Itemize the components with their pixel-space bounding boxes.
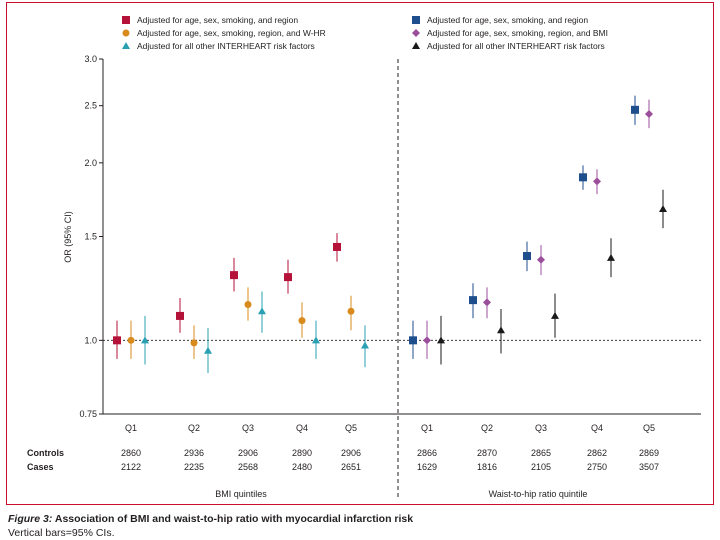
data-point-triangle	[141, 336, 149, 344]
y-axis-label: OR (95% CI)	[63, 211, 73, 263]
controls-value: 2936	[184, 448, 204, 458]
cases-value: 2235	[184, 462, 204, 472]
data-point-triangle	[361, 341, 369, 349]
data-point-square	[176, 311, 184, 320]
legend-marker-diamond	[412, 29, 420, 37]
data-point-triangle	[607, 253, 615, 261]
legend-label: Adjusted for age, sex, smoking, region, …	[427, 28, 608, 38]
data-point-diamond	[423, 336, 431, 345]
chart: 0.75 1.0 1.5 2.0 2.5 3.0 OR (95% CI) Adjusted f…	[27, 15, 701, 499]
legend-marker-circle	[122, 29, 130, 37]
x-axis-label: Waist-to-hip ratio quintile	[489, 489, 588, 499]
cases-value: 2651	[341, 462, 361, 472]
y-tick-label: 1.5	[84, 232, 97, 242]
x-tick-label: Q1	[421, 423, 433, 433]
data-point-triangle	[659, 205, 667, 213]
cases-value: 2480	[292, 462, 312, 472]
cases-value: 2568	[238, 462, 258, 472]
data-point-triangle	[437, 336, 445, 344]
x-axis-label: BMI quintiles	[215, 489, 267, 499]
x-tick-label: Q2	[188, 423, 200, 433]
data-point-diamond	[537, 255, 545, 264]
cases-value: 2105	[531, 462, 551, 472]
data-point-square	[523, 252, 531, 261]
data-point-triangle	[204, 346, 212, 354]
cases-value: 2750	[587, 462, 607, 472]
cases-value: 3507	[639, 462, 659, 472]
legend-marker-triangle	[122, 42, 130, 49]
x-tick-label: Q1	[125, 423, 137, 433]
cases-row-label: Cases	[27, 462, 54, 472]
x-tick-label: Q3	[242, 423, 254, 433]
data-point-circle	[298, 317, 306, 325]
x-tick-label: Q2	[481, 423, 493, 433]
x-tick-label: Q5	[345, 423, 357, 433]
controls-value: 2866	[417, 448, 437, 458]
y-tick-label: 1.0	[84, 335, 97, 345]
data-point-circle	[244, 301, 252, 309]
x-tick-label: Q3	[535, 423, 547, 433]
controls-value: 2862	[587, 448, 607, 458]
legend-marker-triangle	[412, 42, 420, 49]
controls-value: 2890	[292, 448, 312, 458]
data-point-triangle	[551, 311, 559, 319]
data-point-circle	[190, 339, 198, 347]
legend-label: Adjusted for all other INTERHEART risk f…	[137, 41, 315, 51]
data-point-square	[579, 173, 587, 182]
data-point-triangle	[258, 307, 266, 315]
cases-value: 1629	[417, 462, 437, 472]
x-tick-label: Q4	[296, 423, 308, 433]
data-point-square	[230, 271, 238, 280]
data-point-triangle	[312, 336, 320, 344]
controls-value: 2906	[341, 448, 361, 458]
x-tick-label: Q5	[643, 423, 655, 433]
figure-title: Association of BMI and waist-to-hip rati…	[54, 513, 414, 525]
data-point-square	[333, 242, 341, 251]
controls-value: 2906	[238, 448, 258, 458]
legend-label: Adjusted for age, sex, smoking, and regi…	[137, 15, 298, 25]
y-tick-label: 0.75	[79, 409, 97, 419]
figure-label: Figure 3:	[8, 513, 53, 525]
figure-caption: Figure 3: Association of BMI and waist-t…	[8, 513, 413, 525]
controls-value: 2860	[121, 448, 141, 458]
controls-value: 2869	[639, 448, 659, 458]
data-point-circle	[347, 307, 355, 315]
legend-marker-square	[412, 16, 420, 24]
controls-value: 2865	[531, 448, 551, 458]
y-tick-label: 2.5	[84, 101, 97, 111]
figure-note: Vertical bars=95% CIs.	[8, 527, 115, 539]
y-tick-label: 2.0	[84, 158, 97, 168]
legend-marker-square	[122, 16, 130, 24]
x-tick-label: Q4	[591, 423, 603, 433]
data-point-diamond	[483, 298, 491, 307]
controls-row-label: Controls	[27, 448, 64, 458]
legend-label: Adjusted for age, sex, smoking, and regi…	[427, 15, 588, 25]
y-tick-label: 3.0	[84, 54, 97, 64]
data-point-square	[469, 296, 477, 305]
legend-label: Adjusted for age, sex, smoking, region, …	[137, 28, 326, 38]
data-point-square	[113, 336, 121, 345]
data-point-square	[631, 105, 639, 114]
data-point-diamond	[593, 177, 601, 186]
cases-value: 1816	[477, 462, 497, 472]
controls-value: 2870	[477, 448, 497, 458]
cases-value: 2122	[121, 462, 141, 472]
data-point-square	[284, 273, 292, 282]
legend-label: Adjusted for all other INTERHEART risk f…	[427, 41, 605, 51]
data-point-triangle	[497, 326, 505, 334]
data-point-circle	[127, 336, 135, 344]
data-point-square	[409, 336, 417, 345]
figure-frame: 0.75 1.0 1.5 2.0 2.5 3.0 OR (95% CI) Adjusted f…	[6, 2, 714, 505]
data-point-diamond	[645, 110, 653, 119]
